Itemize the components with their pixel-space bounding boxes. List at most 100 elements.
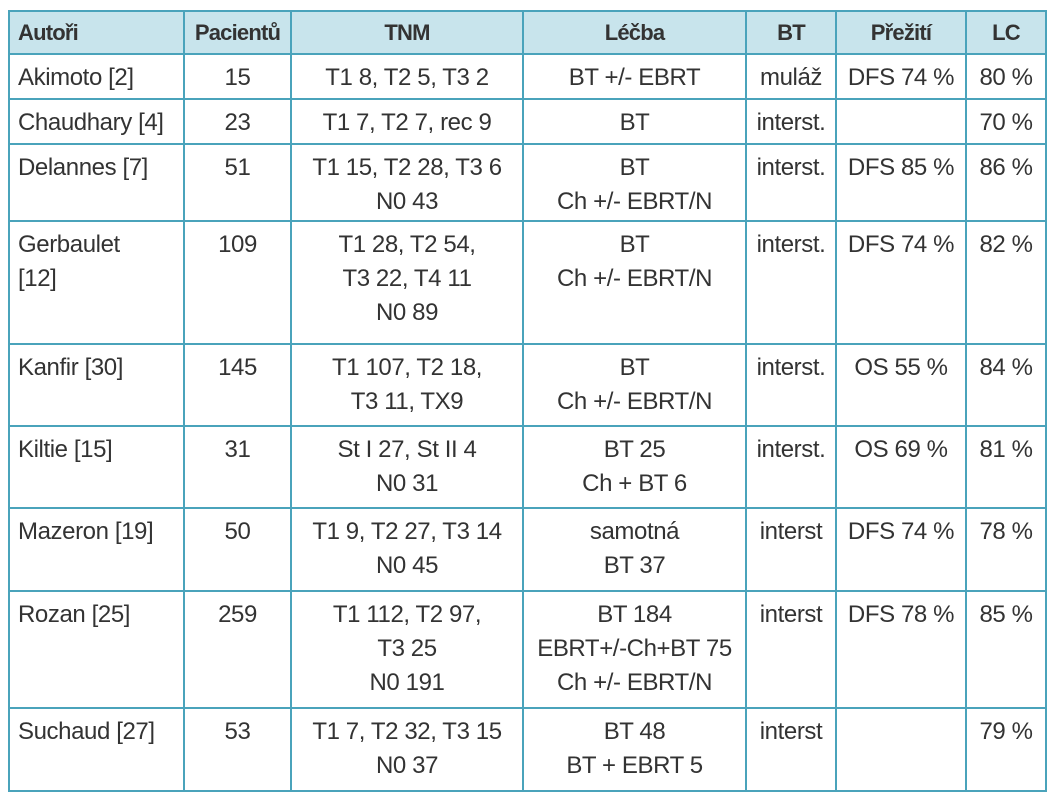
table-cell: DFS 74 % <box>835 220 967 345</box>
table-cell: DFS 85 % <box>835 143 967 222</box>
cell-line: T1 112, T2 97, <box>332 601 482 628</box>
table-cell: BT 25 Ch + BT 6 <box>522 425 747 509</box>
table-row: Rozan [25] 259 T1 112, T2 97, T3 25 N0 191 BT… <box>8 590 1047 709</box>
cell-line: 86 % <box>979 154 1033 181</box>
table-cell: 145 <box>183 343 292 427</box>
cell-line: BT <box>619 109 650 136</box>
cell-line: samotná <box>589 518 680 545</box>
table-row: Mazeron [19] 50 T1 9, T2 27, T3 14 N0 45 sam… <box>8 507 1047 592</box>
cell-line: T1 107, T2 18, <box>331 354 483 381</box>
table-cell: 23 <box>183 98 292 145</box>
cell-line: BT + EBRT 5 <box>566 752 703 779</box>
cell-line: 82 % <box>979 231 1033 258</box>
table-cell: 51 <box>183 143 292 222</box>
table-cell: Delannes [7] <box>8 143 185 222</box>
table-cell: T1 9, T2 27, T3 14 N0 45 <box>290 507 524 592</box>
cell-line: DFS 85 % <box>847 154 955 181</box>
table-cell: 86 % <box>965 143 1047 222</box>
table-cell: 15 <box>183 53 292 100</box>
cell-line: T1 8, T2 5, T3 2 <box>325 64 489 91</box>
header-cell: TNM <box>290 10 524 55</box>
cell-line: BT <box>619 154 650 181</box>
cell-line: Kiltie [15] <box>18 436 113 463</box>
table-cell: interst. <box>745 143 837 222</box>
table-cell: BT Ch +/- EBRT/N <box>522 343 747 427</box>
cell-line: interst <box>759 601 823 628</box>
table-cell: DFS 74 % <box>835 53 967 100</box>
table-cell: T1 8, T2 5, T3 2 <box>290 53 524 100</box>
cell-line: [12] <box>18 265 57 292</box>
cell-line: Rozan [25] <box>18 601 131 628</box>
cell-line: interst. <box>756 154 826 181</box>
cell-line: interst <box>759 518 823 545</box>
cell-line: N0 37 <box>375 752 439 779</box>
table-cell: 78 % <box>965 507 1047 592</box>
table-row: Gerbaulet [12] 109 T1 28, T2 54, T3 22, T4 1… <box>8 220 1047 345</box>
table-cell: T1 28, T2 54, T3 22, T4 11 N0 89 <box>290 220 524 345</box>
cell-line: T1 15, T2 28, T3 6 <box>312 154 502 181</box>
table-cell: T1 7, T2 7, rec 9 <box>290 98 524 145</box>
cell-line: N0 43 <box>375 188 439 215</box>
cell-line: 50 <box>224 518 251 545</box>
header-row: Autoři Pacientů TNM Léčba BT Přežití LC <box>8 10 1047 55</box>
cell-line: DFS 74 % <box>847 518 955 545</box>
table-cell: DFS 78 % <box>835 590 967 709</box>
table-cell <box>835 98 967 145</box>
cell-line: BT 184 <box>597 601 672 628</box>
cell-line: N0 45 <box>375 552 439 579</box>
table-cell: DFS 74 % <box>835 507 967 592</box>
table-cell: 81 % <box>965 425 1047 509</box>
table-cell: 80 % <box>965 53 1047 100</box>
table-cell: BT Ch +/- EBRT/N <box>522 220 747 345</box>
header-cell: BT <box>745 10 837 55</box>
table-header: Autoři Pacientů TNM Léčba BT Přežití LC <box>8 10 1047 55</box>
cell-line: BT 37 <box>603 552 666 579</box>
cell-line: Mazeron [19] <box>18 518 154 545</box>
table-row: Chaudhary [4] 23 T1 7, T2 7, rec 9 BT inters… <box>8 98 1047 145</box>
table-cell: 50 <box>183 507 292 592</box>
cell-line: BT <box>619 231 650 258</box>
cell-line: BT <box>619 354 650 381</box>
cell-line: BT 25 <box>603 436 666 463</box>
cell-line: St I 27, St II 4 <box>337 436 477 463</box>
table-cell: interst <box>745 590 837 709</box>
cell-line: 51 <box>224 154 251 181</box>
cell-line: BT 48 <box>603 718 666 745</box>
cell-line: T1 9, T2 27, T3 14 <box>312 518 502 545</box>
table-cell: interst <box>745 707 837 792</box>
header-cell: LC <box>965 10 1047 55</box>
cell-line: Ch +/- EBRT/N <box>556 669 713 696</box>
cell-line: N0 191 <box>369 669 445 696</box>
cell-line: T1 7, T2 7, rec 9 <box>322 109 492 136</box>
table-cell: interst. <box>745 343 837 427</box>
table-cell: Mazeron [19] <box>8 507 185 592</box>
cell-line: interst <box>759 718 823 745</box>
header-cell: Přežití <box>835 10 967 55</box>
table-cell <box>835 707 967 792</box>
table-cell: OS 55 % <box>835 343 967 427</box>
cell-line: 109 <box>218 231 257 258</box>
cell-line: interst. <box>756 109 826 136</box>
cell-line: DFS 74 % <box>847 64 955 91</box>
header-cell: Autoři <box>8 10 185 55</box>
table-cell: OS 69 % <box>835 425 967 509</box>
table-cell: St I 27, St II 4 N0 31 <box>290 425 524 509</box>
table-cell: BT <box>522 98 747 145</box>
table-cell: T1 107, T2 18, T3 11, TX9 <box>290 343 524 427</box>
table-cell: muláž <box>745 53 837 100</box>
cell-line: T3 22, T4 11 <box>342 265 472 292</box>
cell-line: Delannes [7] <box>18 154 148 181</box>
table-row: Akimoto [2] 15 T1 8, T2 5, T3 2 BT +/- EBRT… <box>8 53 1047 100</box>
table-cell: Kiltie [15] <box>8 425 185 509</box>
table-cell: 79 % <box>965 707 1047 792</box>
cell-line: Suchaud [27] <box>18 718 155 745</box>
table-row: Suchaud [27] 53 T1 7, T2 32, T3 15 N0 37 BT … <box>8 707 1047 792</box>
cell-line: 81 % <box>979 436 1033 463</box>
cell-line: 259 <box>218 601 257 628</box>
header-cell: Léčba <box>522 10 747 55</box>
cell-line: 70 % <box>979 109 1033 136</box>
cell-line: OS 55 % <box>854 354 948 381</box>
table-body: Akimoto [2] 15 T1 8, T2 5, T3 2 BT +/- EBRT… <box>8 53 1047 792</box>
cell-line: EBRT+/-Ch+BT 75 <box>537 635 732 662</box>
